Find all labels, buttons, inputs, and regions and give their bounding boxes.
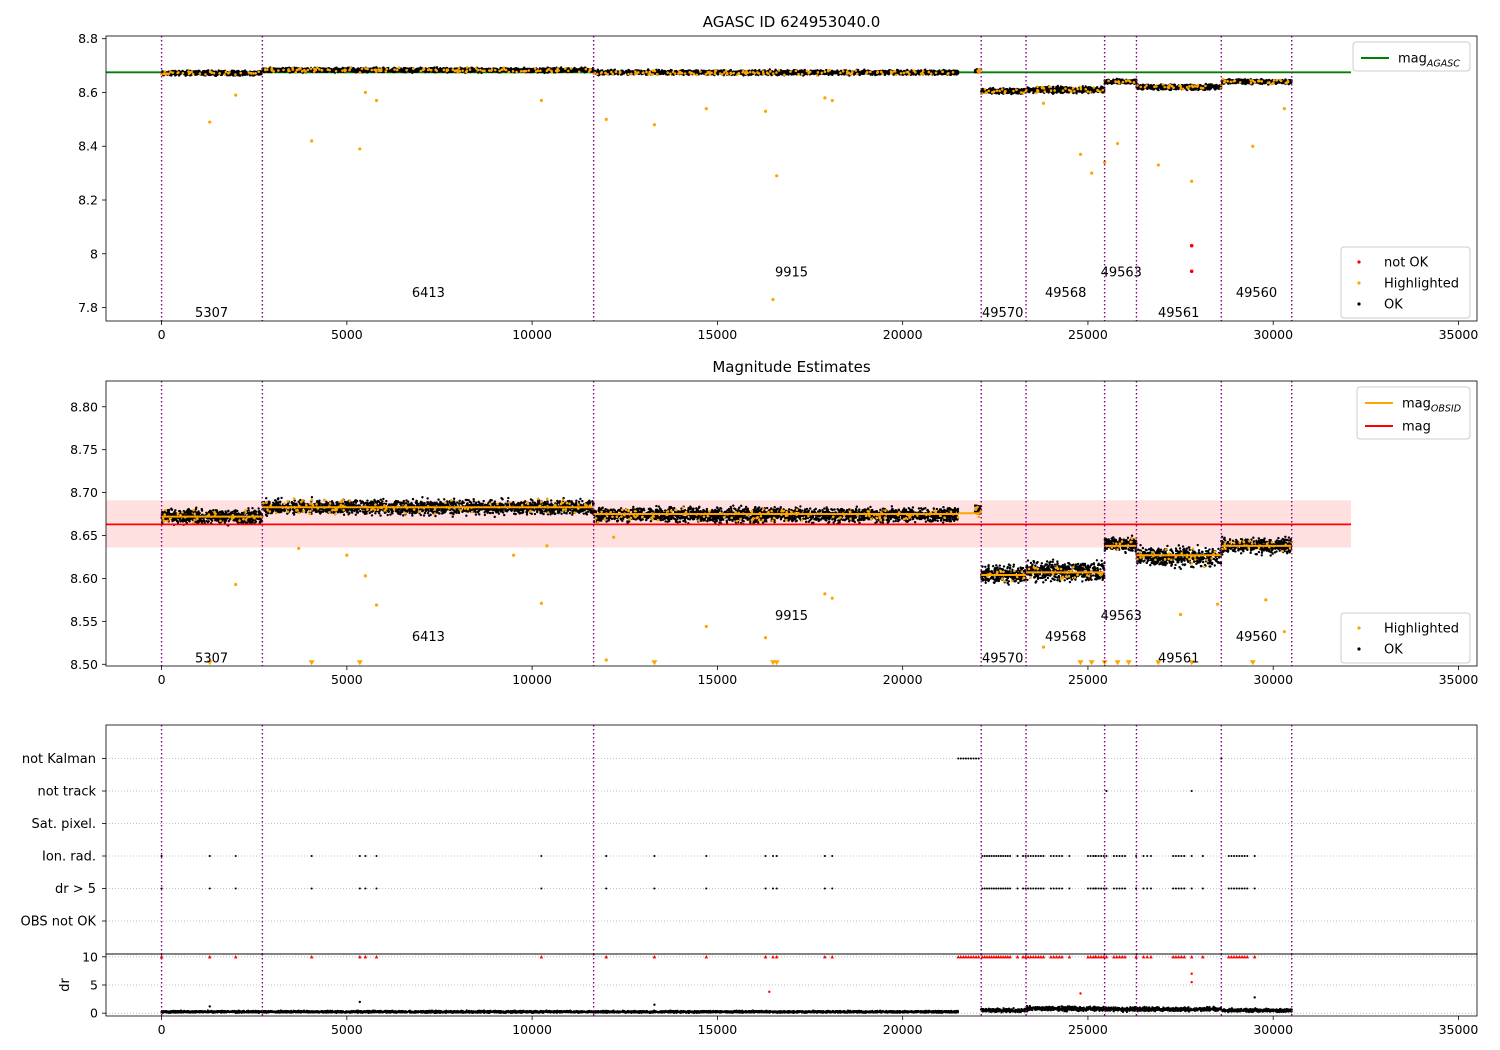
ok-point: [697, 70, 700, 74]
ok-point: [956, 70, 960, 73]
ok-point: [862, 72, 866, 75]
ok-point: [203, 70, 207, 73]
ok-point: [683, 69, 687, 73]
ok-point: [873, 71, 876, 74]
ok-point: [530, 71, 533, 74]
ok-point: [905, 73, 908, 76]
ok-point: [832, 71, 836, 74]
ok-point: [352, 66, 355, 70]
ok-point: [973, 70, 977, 74]
ok-point: [542, 67, 546, 71]
ok-point: [351, 70, 354, 73]
ok-point: [284, 70, 287, 73]
ok-point: [669, 68, 673, 72]
ok-point: [657, 68, 661, 72]
ok-point: [219, 69, 223, 73]
ok-point: [194, 69, 198, 73]
ok-point: [749, 73, 752, 76]
ok-point: [217, 69, 220, 72]
ok-point: [243, 72, 246, 75]
ok-point: [435, 66, 439, 69]
ok-point: [836, 71, 839, 75]
ok-point: [947, 69, 950, 73]
ok-point: [625, 70, 629, 74]
ok-point: [729, 68, 732, 72]
ok-point: [856, 68, 860, 72]
panel-agasc: AGASC ID 624953040.053076413991549570495…: [78, 13, 1478, 342]
ok-point: [233, 70, 237, 74]
ok-point: [222, 69, 225, 73]
ok-point: [686, 71, 689, 74]
ok-point: [780, 72, 784, 75]
ok-point: [937, 70, 940, 74]
ok-point: [336, 68, 340, 71]
ok-point: [540, 67, 544, 70]
ok-point: [450, 70, 454, 74]
ok-point: [575, 69, 578, 72]
ok-point: [559, 66, 563, 69]
ok-point: [662, 71, 665, 74]
ok-point: [658, 72, 662, 75]
ok-point: [256, 72, 260, 76]
ok-point: [243, 70, 246, 73]
ok-point: [581, 68, 585, 72]
ok-point: [411, 71, 414, 74]
ok-point: [231, 73, 234, 77]
ok-point: [622, 72, 625, 75]
panel-title: AGASC ID 624953040.0: [703, 13, 881, 31]
ok-point: [831, 72, 834, 76]
ok-point: [742, 74, 745, 77]
ok-point: [215, 72, 218, 75]
ok-point: [356, 69, 360, 72]
ok-point: [543, 70, 546, 74]
ok-point: [1010, 92, 1013, 96]
ok-point: [398, 69, 401, 72]
ok-point: [388, 69, 391, 73]
ok-point: [346, 66, 350, 70]
ok-point: [702, 69, 705, 73]
ok-point: [404, 71, 407, 74]
ok-point: [263, 71, 266, 74]
ok-point: [792, 72, 795, 76]
ok-point: [754, 68, 757, 72]
ok-point: [861, 69, 864, 73]
ok-point: [477, 71, 480, 74]
ok-point: [917, 70, 920, 74]
ok-point: [401, 68, 404, 72]
ok-point: [640, 69, 643, 72]
ok-point: [331, 69, 335, 73]
ok-point: [213, 74, 217, 77]
ok-point: [273, 67, 276, 71]
ok-point: [953, 69, 957, 72]
ok-point: [382, 66, 385, 69]
ok-point: [354, 69, 358, 72]
ok-point: [408, 70, 411, 73]
ok-point: [236, 71, 239, 74]
ok-point: [785, 71, 788, 74]
ok-point: [798, 69, 802, 73]
